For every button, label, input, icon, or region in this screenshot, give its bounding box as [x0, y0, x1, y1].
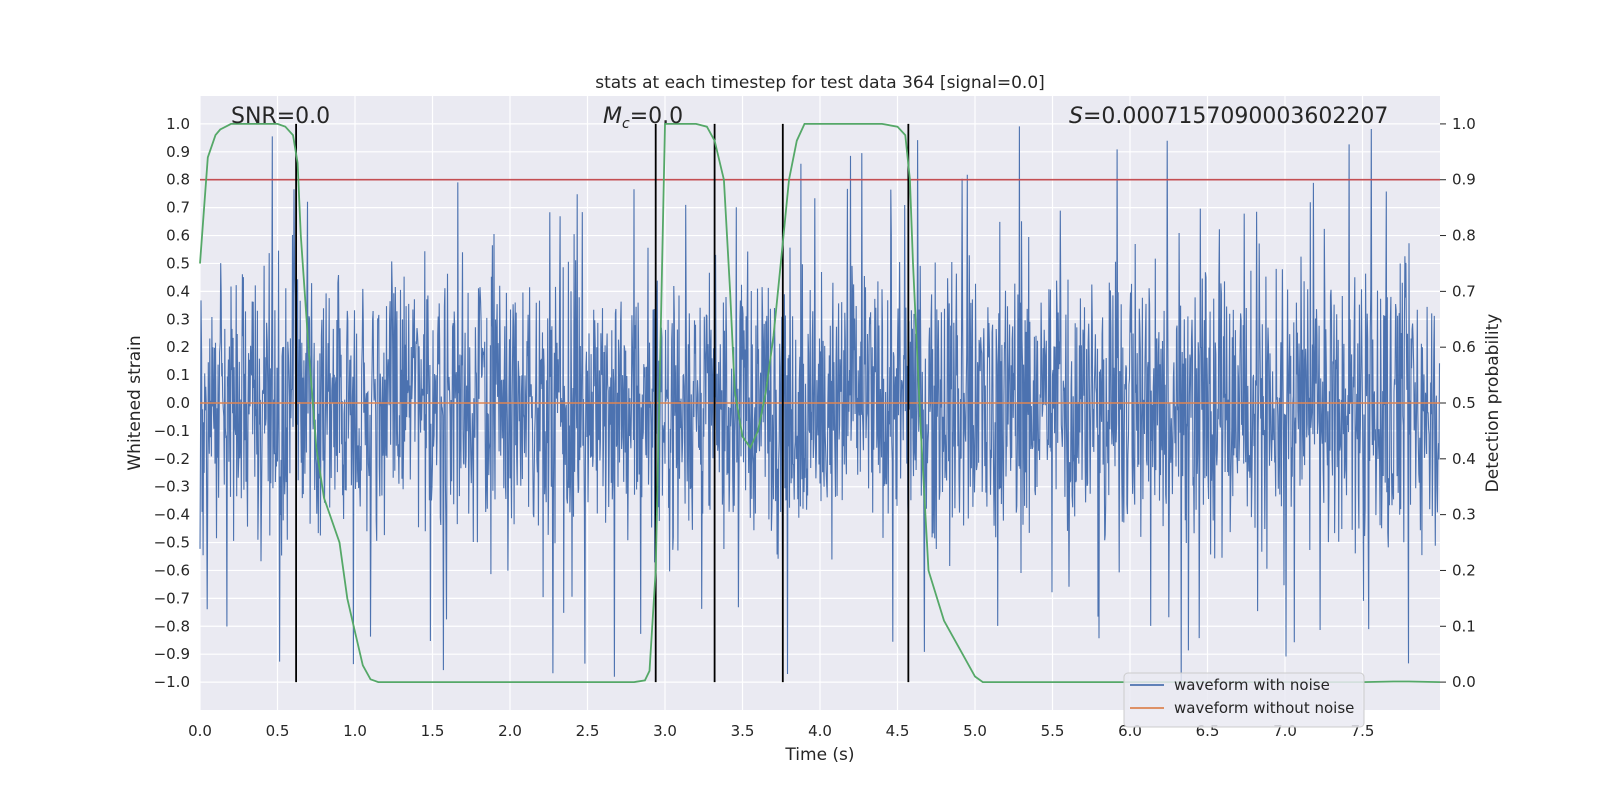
- right-tick-label: 0.8: [1452, 227, 1476, 245]
- x-tick-label: 1.5: [421, 722, 445, 740]
- left-tick-label: 0.9: [166, 143, 190, 161]
- right-tick-label: 0.7: [1452, 282, 1476, 300]
- right-tick-label: 0.3: [1452, 506, 1476, 524]
- right-tick-label: 0.9: [1452, 171, 1476, 189]
- noise-waveform-line: [199, 126, 1441, 682]
- x-axis-label: Time (s): [784, 745, 854, 765]
- series-waveform-with-noise: [199, 126, 1441, 682]
- chirp-mass-value: =0.0: [630, 104, 683, 129]
- left-tick-label: −0.7: [154, 589, 190, 607]
- left-tick-label: −0.9: [154, 645, 190, 663]
- right-axis: 1.0 0.9 0.8 0.7 0.6 0.5 0.4 0.3 0.2 0.1 0.0: [1440, 115, 1476, 691]
- left-axis: 1.0 0.9 0.8 0.7 0.6 0.5 0.4 0.3 0.2 0.1 0.0 −0.1 −0.…: [154, 115, 190, 691]
- legend-box: [1123, 672, 1365, 728]
- left-axis-label: Whitened strain: [125, 335, 145, 470]
- right-tick-label: 1.0: [1452, 115, 1476, 133]
- chart-title: stats at each timestep for test data 364…: [595, 73, 1045, 93]
- left-tick-label: −1.0: [154, 673, 190, 691]
- left-tick-label: 0.6: [166, 227, 190, 245]
- legend-label-noise: waveform with noise: [1174, 676, 1330, 694]
- snr-annotation: SNR=0.0: [231, 104, 330, 129]
- left-tick-label: 0.3: [166, 310, 190, 328]
- left-tick-label: 0.1: [166, 366, 190, 384]
- left-tick-label: −0.5: [154, 534, 190, 552]
- x-tick-label: 4.5: [886, 722, 910, 740]
- x-tick-label: 4.0: [808, 722, 832, 740]
- left-tick-label: 0.4: [166, 282, 190, 300]
- left-tick-label: −0.3: [154, 478, 190, 496]
- x-tick-label: 3.0: [653, 722, 677, 740]
- x-tick-label: 2.5: [576, 722, 600, 740]
- left-tick-label: −0.6: [154, 561, 190, 579]
- x-tick-label: 0.5: [266, 722, 290, 740]
- left-tick-label: −0.4: [154, 506, 190, 524]
- left-tick-label: 0.2: [166, 338, 190, 356]
- x-tick-label: 2.0: [498, 722, 522, 740]
- chirp-mass-symbol: M: [603, 104, 622, 129]
- x-tick-label: 5.5: [1041, 722, 1065, 740]
- s-annotation: S=0.0007157090003602207: [1069, 104, 1388, 129]
- left-tick-label: 0.8: [166, 171, 190, 189]
- s-value: =0.0007157090003602207: [1083, 104, 1388, 129]
- left-tick-label: 0.5: [166, 254, 190, 272]
- x-tick-label: 0.0: [188, 722, 212, 740]
- chirp-mass-annotation: Mc=0.0: [603, 104, 683, 132]
- right-tick-label: 0.2: [1452, 561, 1476, 579]
- right-tick-label: 0.5: [1452, 394, 1476, 412]
- left-tick-label: −0.8: [154, 617, 190, 635]
- x-tick-label: 5.0: [963, 722, 987, 740]
- left-tick-label: −0.1: [154, 422, 190, 440]
- detection-probability-line: [199, 123, 1441, 683]
- left-tick-label: 1.0: [166, 115, 190, 133]
- left-tick-label: −0.2: [154, 450, 190, 468]
- right-axis-label: Detection probability: [1483, 314, 1503, 493]
- right-tick-label: 0.0: [1452, 673, 1476, 691]
- overlay-lines: [199, 123, 1441, 683]
- x-tick-label: 1.0: [343, 722, 367, 740]
- left-tick-label: 0.7: [166, 199, 190, 217]
- legend-label-clean: waveform without noise: [1174, 699, 1354, 717]
- right-tick-label: 0.4: [1452, 450, 1476, 468]
- left-tick-label: 0.0: [166, 394, 190, 412]
- s-symbol: S: [1069, 104, 1083, 129]
- right-tick-label: 0.1: [1452, 617, 1476, 635]
- chirp-mass-subscript: c: [622, 116, 630, 132]
- x-tick-label: 3.5: [731, 722, 755, 740]
- legend: waveform with noise waveform without noi…: [1123, 672, 1365, 728]
- right-tick-label: 0.6: [1452, 338, 1476, 356]
